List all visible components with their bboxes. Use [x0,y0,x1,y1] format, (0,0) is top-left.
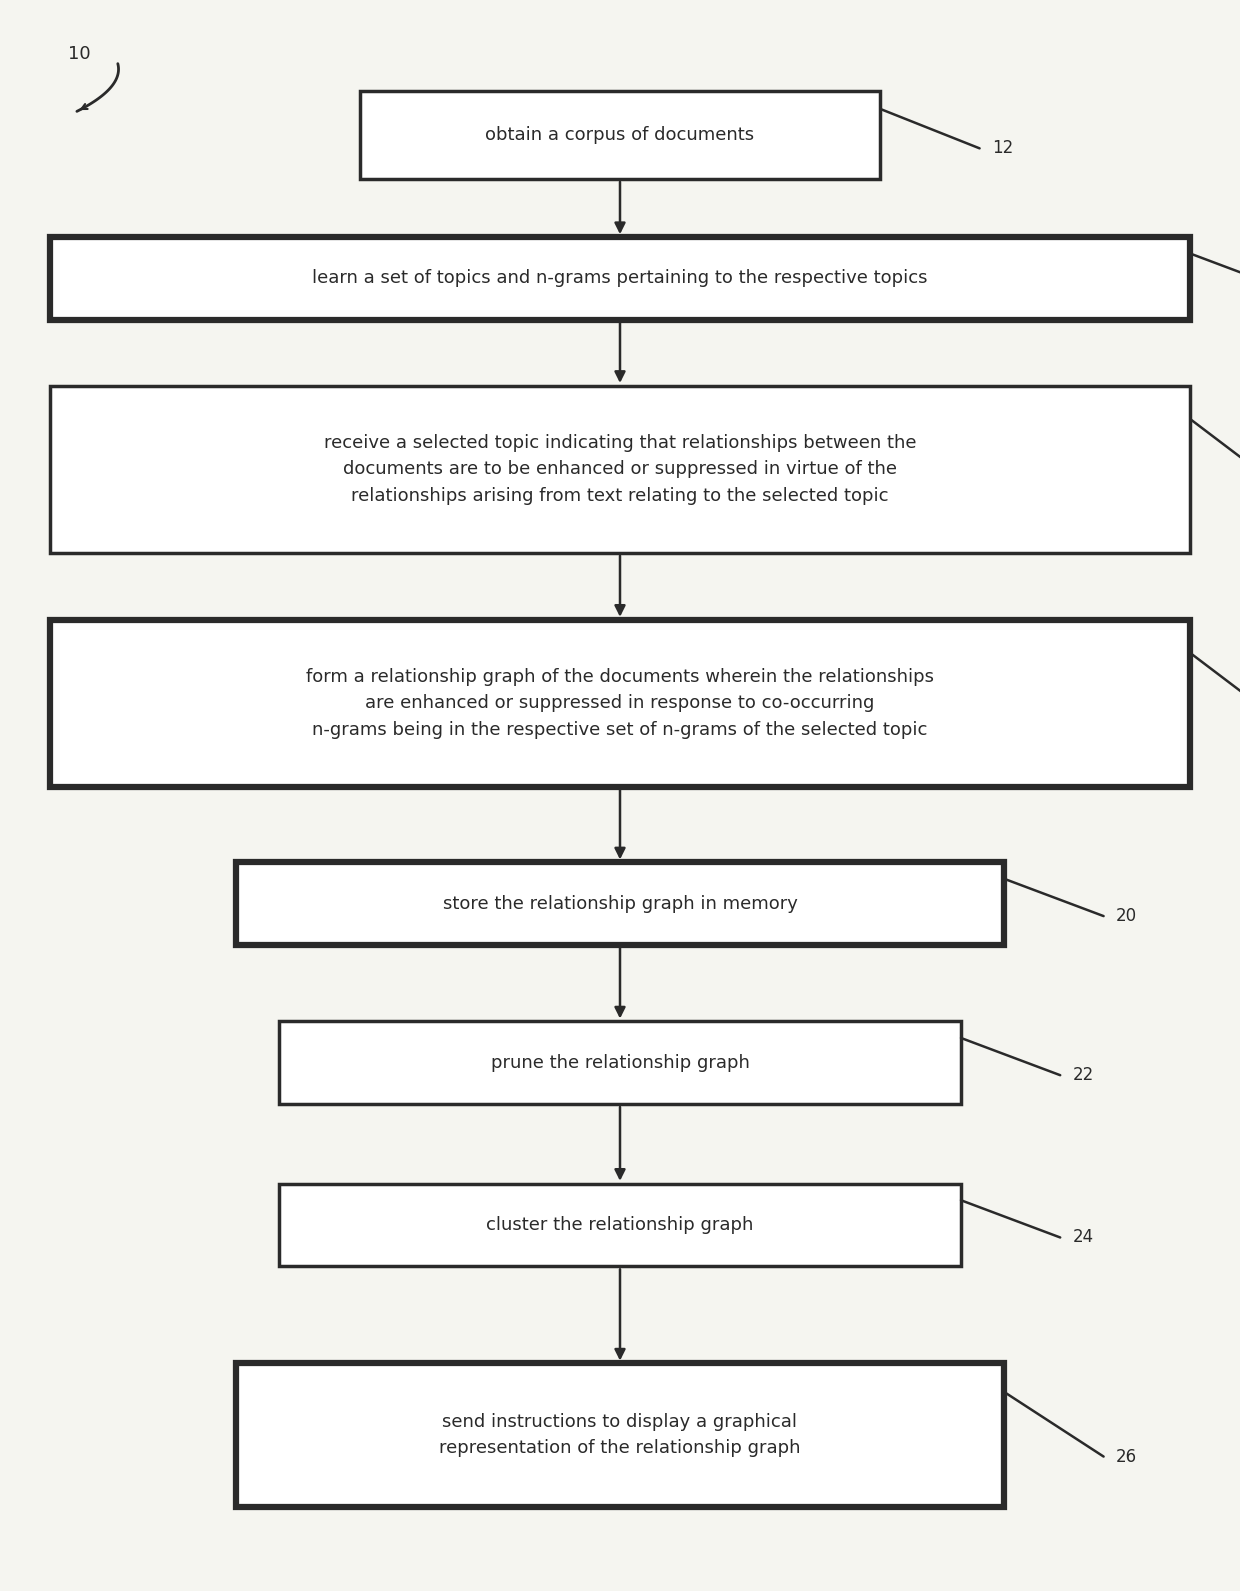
Text: 10: 10 [68,45,91,62]
FancyBboxPatch shape [236,862,1004,945]
Text: receive a selected topic indicating that relationships between the
documents are: receive a selected topic indicating that… [324,434,916,504]
FancyBboxPatch shape [236,1363,1004,1507]
Text: send instructions to display a graphical
representation of the relationship grap: send instructions to display a graphical… [439,1413,801,1457]
FancyBboxPatch shape [279,1021,961,1104]
FancyBboxPatch shape [279,1184,961,1266]
Text: 12: 12 [992,140,1013,158]
Text: 22: 22 [1073,1066,1094,1083]
Text: cluster the relationship graph: cluster the relationship graph [486,1216,754,1235]
FancyBboxPatch shape [360,91,880,178]
FancyBboxPatch shape [50,387,1190,552]
Text: 26: 26 [1116,1448,1137,1465]
Text: store the relationship graph in memory: store the relationship graph in memory [443,894,797,913]
Text: learn a set of topics and n-grams pertaining to the respective topics: learn a set of topics and n-grams pertai… [312,269,928,288]
FancyBboxPatch shape [50,237,1190,320]
Text: form a relationship graph of the documents wherein the relationships
are enhance: form a relationship graph of the documen… [306,668,934,738]
Text: prune the relationship graph: prune the relationship graph [491,1053,749,1072]
FancyBboxPatch shape [50,619,1190,786]
Text: 20: 20 [1116,907,1137,924]
Text: 24: 24 [1073,1228,1094,1246]
Text: obtain a corpus of documents: obtain a corpus of documents [485,126,755,145]
